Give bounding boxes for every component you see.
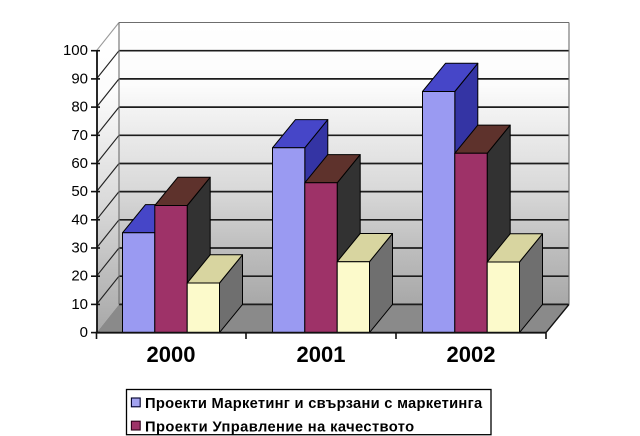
svg-text:80: 80 [71,99,88,116]
svg-text:2000: 2000 [147,342,196,367]
svg-text:Проекти Маркетинг и свързани с: Проекти Маркетинг и свързани с маркетинг… [145,396,483,412]
svg-text:60: 60 [71,155,88,172]
svg-text:10: 10 [71,296,88,313]
svg-text:Проекти Управление на качество: Проекти Управление на качеството [145,419,415,435]
svg-text:2001: 2001 [297,342,346,367]
svg-text:50: 50 [71,183,88,200]
svg-text:70: 70 [71,127,88,144]
svg-text:2002: 2002 [447,342,496,367]
svg-text:0: 0 [80,324,88,341]
svg-text:20: 20 [71,268,88,285]
svg-text:100: 100 [63,42,88,59]
svg-text:40: 40 [71,211,88,228]
svg-text:90: 90 [71,70,88,87]
svg-text:30: 30 [71,240,88,257]
